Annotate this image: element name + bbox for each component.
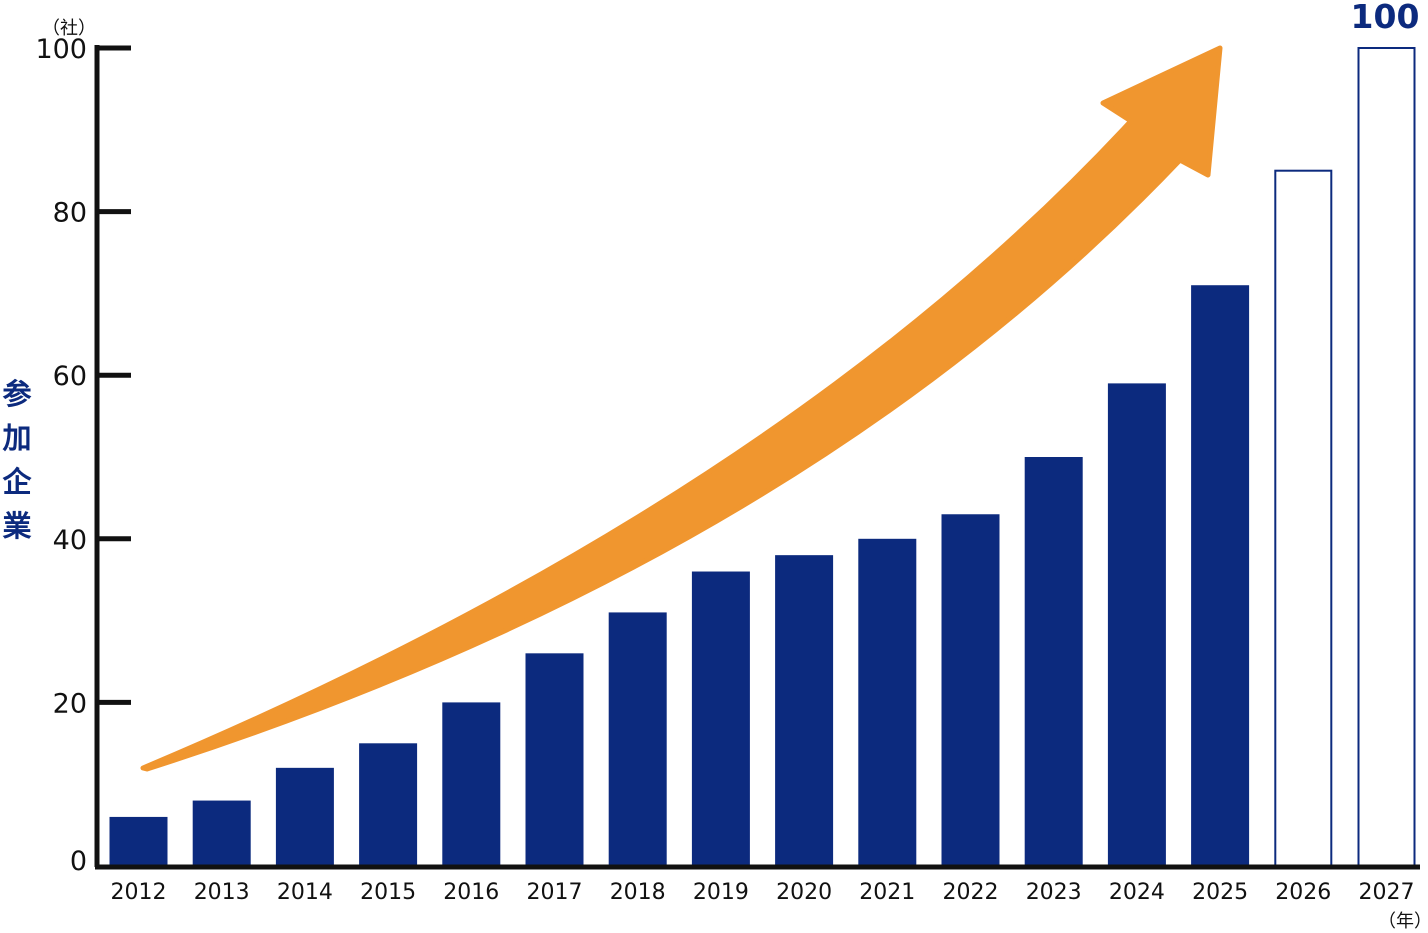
trend-arrow xyxy=(140,45,1223,772)
bar-2012 xyxy=(109,816,168,866)
x-tick-labels-group: 2012 2013 2014 2015 2016 2017 2018 2019 2020 2021… xyxy=(111,880,1415,905)
y-axis-title-char: 加 xyxy=(2,421,31,455)
y-tick-label-80: 80 xyxy=(53,198,87,229)
x-tick-label-2020: 2020 xyxy=(776,880,832,905)
x-tick-label-2021: 2021 xyxy=(859,880,915,905)
x-tick-label-2014: 2014 xyxy=(277,880,333,905)
bar-2022 xyxy=(941,514,1000,866)
top-value-annotation: 100 xyxy=(1351,0,1420,36)
bar-2020 xyxy=(775,555,834,866)
bar-2021 xyxy=(858,538,917,866)
bar-2014 xyxy=(275,767,334,866)
x-tick-label-2015: 2015 xyxy=(360,880,416,905)
y-tick-label-0: 0 xyxy=(70,846,87,877)
y-axis-title-char: 参 xyxy=(2,377,31,411)
x-unit-label: （年） xyxy=(1378,911,1428,932)
y-tick-label-40: 40 xyxy=(53,525,87,556)
x-tick-label-2019: 2019 xyxy=(693,880,749,905)
bar-2016 xyxy=(442,702,501,866)
y-tick-label-100: 100 xyxy=(35,34,87,65)
x-tick-label-2024: 2024 xyxy=(1109,880,1165,905)
bar-2013 xyxy=(192,800,251,866)
x-tick-label-2016: 2016 xyxy=(443,880,499,905)
x-tick-label-2018: 2018 xyxy=(610,880,666,905)
y-tick-label-60: 60 xyxy=(53,361,87,392)
y-axis-title-char: 業 xyxy=(2,509,31,543)
x-tick-label-2022: 2022 xyxy=(943,880,999,905)
bar-2026 xyxy=(1274,169,1333,867)
x-tick-label-2023: 2023 xyxy=(1026,880,1082,905)
bar-2023 xyxy=(1024,457,1083,866)
bars-group xyxy=(109,47,1416,867)
bar-2027 xyxy=(1357,47,1416,867)
y-ticks-group: 0 20 40 60 80 100 xyxy=(35,34,131,877)
x-tick-label-2025: 2025 xyxy=(1192,880,1248,905)
bar-2018 xyxy=(608,612,667,866)
x-tick-label-2012: 2012 xyxy=(111,880,167,905)
y-axis-title: 参 加 企 業 xyxy=(2,377,32,543)
x-tick-label-2013: 2013 xyxy=(194,880,250,905)
bar-2015 xyxy=(359,743,418,866)
x-tick-label-2026: 2026 xyxy=(1275,880,1331,905)
bar-2017 xyxy=(525,653,584,866)
y-unit-label: （社） xyxy=(42,18,96,39)
y-axis-title-char: 企 xyxy=(2,465,32,499)
y-tick-label-20: 20 xyxy=(53,688,87,719)
x-tick-label-2017: 2017 xyxy=(527,880,583,905)
bar-2019 xyxy=(691,571,750,866)
bar-2024 xyxy=(1107,383,1166,866)
bar-2025 xyxy=(1191,285,1250,867)
x-tick-label-2027: 2027 xyxy=(1359,880,1415,905)
